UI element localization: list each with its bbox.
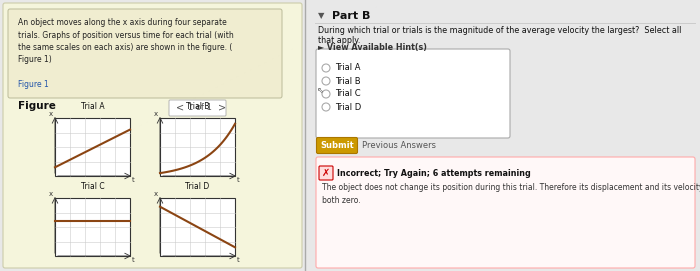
Text: x: x [49,191,53,197]
FancyBboxPatch shape [316,49,510,138]
FancyBboxPatch shape [319,166,333,180]
Text: Figure 1: Figure 1 [18,80,49,89]
Text: Trial C: Trial C [80,182,104,191]
Bar [55,118,130,176]
Text: Trial D: Trial D [186,182,209,191]
Text: Incorrect; Try Again; 6 attempts remaining: Incorrect; Try Again; 6 attempts remaini… [337,169,531,178]
Text: Trial B: Trial B [186,102,209,111]
Circle shape [322,77,330,85]
FancyBboxPatch shape [169,100,226,116]
Text: t: t [237,177,239,183]
Text: The object does not change its position during this trial. Therefore its displac: The object does not change its position … [322,183,700,205]
Text: Trial D: Trial D [335,102,361,111]
FancyBboxPatch shape [8,9,282,98]
Text: Part B: Part B [332,11,370,21]
Text: Trial C: Trial C [335,89,361,98]
Text: Trial A: Trial A [335,63,361,73]
Text: >: > [218,103,226,113]
Bar [160,118,235,176]
FancyBboxPatch shape [3,3,302,268]
Text: During which trial or trials is the magnitude of the average velocity the larges: During which trial or trials is the magn… [318,26,681,46]
Text: t: t [132,257,134,263]
Text: An object moves along the x axis during four separate
trials. Graphs of position: An object moves along the x axis during … [18,18,234,64]
Text: Trial A: Trial A [80,102,104,111]
Text: ⇖: ⇖ [316,85,323,95]
Bar [160,198,235,256]
Text: Submit: Submit [320,141,354,150]
Text: ► View Available Hint(s): ► View Available Hint(s) [318,43,427,52]
FancyBboxPatch shape [316,137,358,153]
Text: ✗: ✗ [322,168,330,178]
Circle shape [322,90,330,98]
Circle shape [322,103,330,111]
Circle shape [322,64,330,72]
Text: ▼: ▼ [318,11,325,20]
Text: x: x [154,111,158,117]
FancyBboxPatch shape [316,157,695,268]
Text: <: < [176,103,184,113]
Text: Figure: Figure [18,101,56,111]
Text: Previous Answers: Previous Answers [362,141,436,150]
Text: x: x [154,191,158,197]
Text: x: x [49,111,53,117]
Text: Trial B: Trial B [335,76,361,85]
Text: 1 of 1: 1 of 1 [188,104,212,112]
Bar [55,198,130,256]
Text: t: t [237,257,239,263]
Text: t: t [132,177,134,183]
